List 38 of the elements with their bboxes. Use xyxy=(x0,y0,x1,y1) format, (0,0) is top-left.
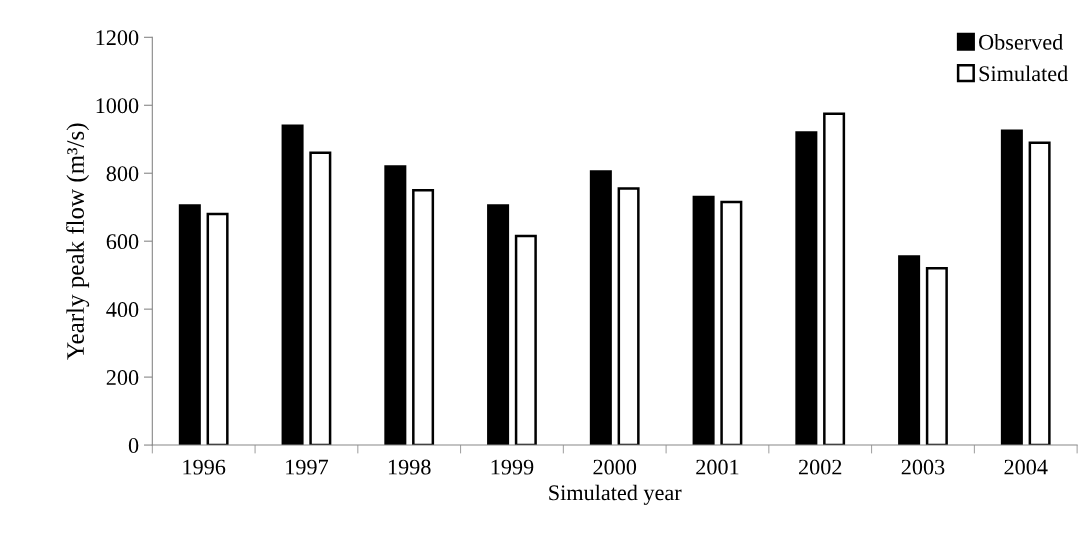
x-tick-label: 1997 xyxy=(286,459,329,475)
x-tick-label: 2003 xyxy=(901,459,945,475)
bar xyxy=(178,204,201,446)
bar xyxy=(720,200,743,446)
bar xyxy=(898,255,921,446)
y-tick-label: 600 xyxy=(106,234,139,250)
bar xyxy=(412,188,435,446)
bar xyxy=(206,212,229,446)
legend-label: Simulated xyxy=(979,65,1068,82)
bar xyxy=(1028,141,1051,446)
x-tick-label: 2001 xyxy=(696,459,739,475)
bar xyxy=(309,151,332,446)
y-tick-label: 1000 xyxy=(96,98,139,114)
y-tick-label: 800 xyxy=(106,166,139,182)
y-tick-label: 1200 xyxy=(96,30,139,46)
bar xyxy=(384,165,407,446)
legend-label: Observed xyxy=(979,34,1063,50)
bar xyxy=(925,267,948,446)
bar xyxy=(589,170,612,446)
x-tick-label: 1996 xyxy=(183,459,226,475)
bar xyxy=(823,112,846,446)
bar xyxy=(692,195,715,446)
x-axis-title: Simulated year xyxy=(549,484,682,505)
x-tick-label: 2004 xyxy=(1004,459,1048,475)
x-tick-label: 2000 xyxy=(593,459,637,475)
bar xyxy=(795,131,818,446)
y-axis-title: Yearly peak flow (m³/s) xyxy=(66,123,90,360)
bar xyxy=(487,204,510,446)
bar xyxy=(281,124,304,446)
x-tick-label: 1998 xyxy=(388,459,431,475)
y-tick-label: 400 xyxy=(106,302,139,318)
y-tick-label: 200 xyxy=(106,370,139,386)
x-tick-label: 1999 xyxy=(491,459,534,475)
bar xyxy=(514,234,537,446)
bar xyxy=(617,187,640,446)
bar xyxy=(1000,129,1023,446)
y-tick-label: 0 xyxy=(128,437,139,453)
x-tick-label: 2002 xyxy=(798,459,842,475)
